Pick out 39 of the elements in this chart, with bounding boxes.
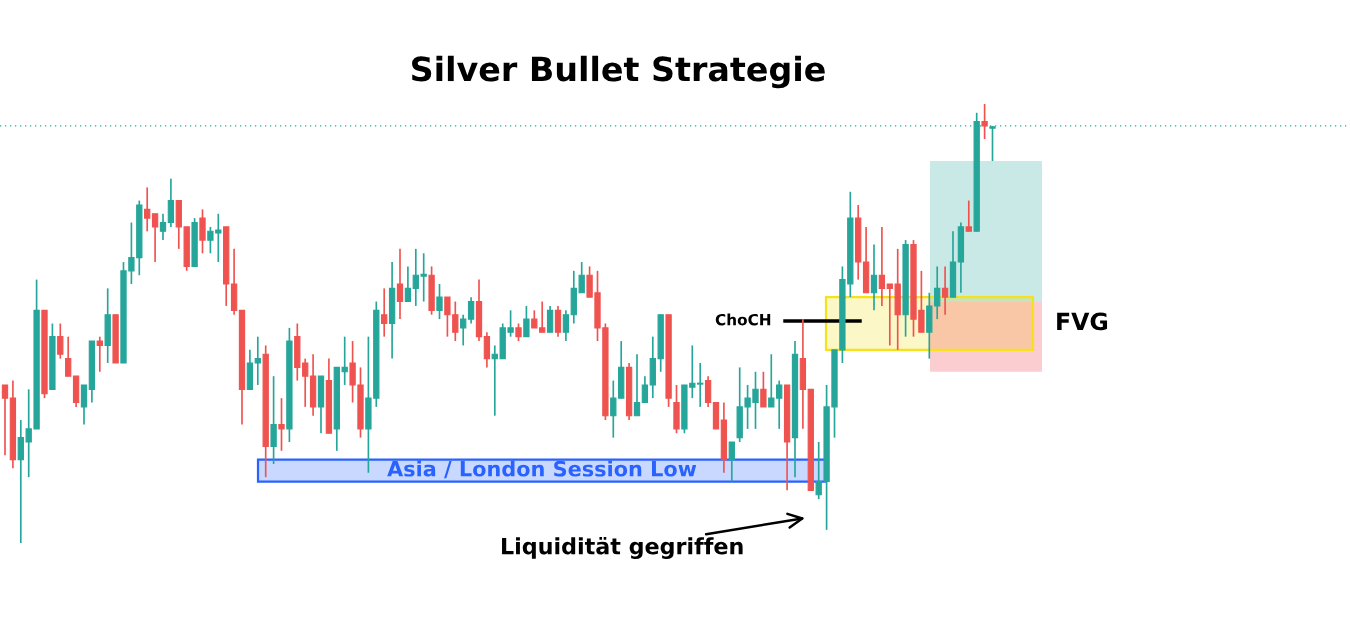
band-label: FVG [1057,312,1108,331]
candlestick [467,296,475,325]
candlestick [57,322,64,360]
candlestick [278,397,285,452]
candlestick [633,353,641,417]
candlestick [270,375,277,465]
candlestick [151,212,159,263]
annotation: ChoCH [715,313,771,326]
candlestick [199,208,206,255]
candlestick [167,177,175,228]
candlestick [144,186,151,233]
candlestick [96,335,103,373]
candlestick [878,226,886,307]
candlestick [65,335,72,378]
band-label: Asia / London Session Low [387,460,697,479]
candlestick [1,384,9,457]
candlestick [460,313,467,347]
candlestick [870,243,878,312]
candlestick [254,335,261,386]
candlestick [641,375,649,404]
annotation: Liquidität gegriffen [502,537,743,559]
candlestick [80,384,88,426]
candlestick [483,331,491,369]
candlestick [436,283,443,320]
candlestick [554,305,562,338]
candlestick [546,305,554,334]
candlestick [965,199,972,233]
chart-title: Silver Bullet Strategie [412,55,825,89]
candlestick [404,265,412,303]
candlestick [760,370,767,408]
candlestick [981,103,988,140]
candlestick [704,375,712,408]
candlestick [396,248,404,320]
candlestick [941,265,949,316]
candlestick [523,305,530,338]
candlestick [728,441,735,483]
candlestick [562,309,570,342]
candlestick [381,287,388,338]
candlestick [159,212,167,241]
